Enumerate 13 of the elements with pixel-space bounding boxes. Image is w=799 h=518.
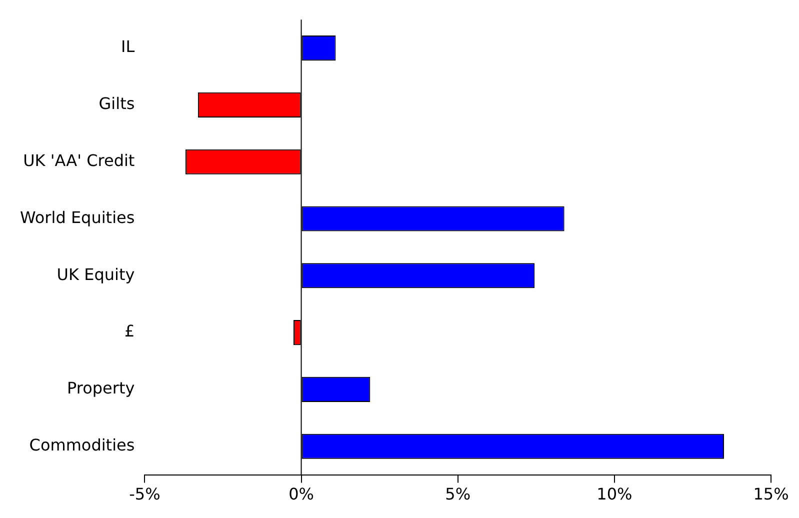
y-tick-label: IL <box>121 37 135 56</box>
x-tick-label: -5% <box>129 484 160 504</box>
x-tick-label: 10% <box>596 484 632 504</box>
y-tick-label: UK Equity <box>56 264 135 284</box>
y-tick-label: UK 'AA' Credit <box>23 151 135 170</box>
y-tick-label: Commodities <box>29 436 135 455</box>
y-tick-label: World Equities <box>20 208 135 227</box>
y-tick-label: Property <box>66 378 135 398</box>
y-tick-label: Gilts <box>98 94 135 114</box>
x-tick-label: 0% <box>288 484 314 504</box>
y-tick-label: £ <box>124 322 135 341</box>
x-tick-label: 15% <box>753 484 789 504</box>
x-tick-label: 5% <box>445 484 471 504</box>
